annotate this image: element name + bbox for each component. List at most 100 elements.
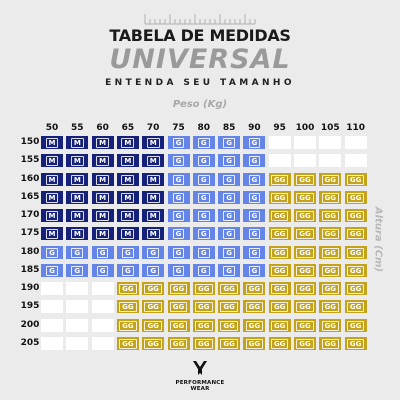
empty-cell	[344, 154, 367, 168]
size-cell: G	[192, 154, 215, 168]
size-cell: M	[116, 190, 139, 204]
height-header: 180	[20, 246, 40, 257]
size-label: G	[172, 174, 185, 185]
size-cell: M	[91, 154, 114, 168]
size-label: G	[248, 156, 261, 167]
size-label: G	[223, 138, 235, 148]
size-cell: GG	[319, 336, 342, 350]
size-label: GG	[220, 338, 238, 349]
size-label: GG	[144, 302, 162, 313]
size-label: M	[70, 138, 84, 148]
size-label: G	[197, 211, 210, 221]
size-label: GG	[270, 229, 289, 240]
size-label: GG	[321, 302, 340, 313]
size-cell: GG	[116, 300, 139, 314]
size-label: M	[45, 192, 59, 203]
size-cell: GG	[167, 318, 190, 332]
size-cell: G	[243, 190, 266, 204]
title-line-1: TABELA DE MEDIDAS	[109, 26, 291, 45]
size-label: GG	[245, 302, 264, 313]
size-label: G	[223, 211, 235, 221]
size-label: G	[46, 265, 58, 276]
size-label: M	[96, 229, 110, 240]
empty-cell	[66, 336, 89, 350]
size-label: G	[197, 265, 210, 276]
size-label: M	[45, 211, 59, 221]
weight-axis-label: Peso (Kg)	[172, 99, 228, 110]
empty-cell	[91, 336, 114, 350]
size-cell: G	[167, 209, 190, 222]
size-cell: GG	[294, 336, 316, 350]
size-label: GG	[144, 284, 162, 294]
size-cell: G	[142, 245, 165, 259]
empty-cell	[319, 154, 342, 168]
size-cell: G	[243, 172, 266, 186]
size-label: GG	[270, 320, 289, 331]
size-cell: G	[91, 245, 114, 259]
size-cell: G	[192, 190, 215, 204]
size-label: G	[172, 265, 185, 276]
size-cell: G	[218, 263, 241, 277]
size-cell: G	[243, 227, 266, 241]
height-header: 155	[20, 155, 40, 166]
size-label: G	[147, 265, 160, 276]
size-label: GG	[321, 229, 340, 240]
size-cell: GG	[294, 209, 316, 222]
size-cell: GG	[142, 282, 165, 295]
empty-cell	[91, 300, 114, 314]
size-label: GG	[119, 284, 137, 294]
size-cell: G	[116, 263, 139, 277]
empty-cell	[41, 300, 63, 314]
brand-name-line-2: WEAR	[190, 386, 210, 392]
size-label: G	[223, 192, 235, 203]
size-label: G	[248, 192, 261, 203]
size-cell: GG	[344, 282, 367, 295]
size-label: GG	[296, 284, 314, 294]
pw-logo-icon	[193, 361, 207, 375]
size-cell: G	[192, 136, 215, 149]
size-label: M	[70, 156, 84, 167]
size-label: G	[197, 247, 210, 258]
size-label: GG	[195, 284, 213, 294]
size-cell: M	[91, 172, 114, 186]
size-label: GG	[169, 338, 188, 349]
size-cell: G	[167, 245, 190, 259]
size-label: M	[96, 156, 110, 167]
size-label: M	[121, 156, 135, 167]
size-cell: GG	[218, 318, 241, 332]
size-label: GG	[144, 338, 162, 349]
size-cell: GG	[192, 282, 215, 295]
size-cell: G	[66, 245, 89, 259]
size-label: GG	[270, 265, 289, 276]
size-cell: G	[192, 227, 215, 241]
size-label: G	[248, 138, 261, 148]
size-cell: G	[167, 227, 190, 241]
size-label: GG	[220, 302, 238, 313]
size-label: M	[96, 138, 110, 148]
size-label: GG	[321, 192, 340, 203]
size-label: GG	[346, 265, 365, 276]
size-label: G	[172, 247, 185, 258]
size-cell: M	[41, 227, 63, 241]
size-cell: M	[142, 209, 165, 222]
size-cell: GG	[294, 300, 316, 314]
size-cell: M	[41, 209, 63, 222]
size-label: GG	[270, 302, 289, 313]
brand-name-line-1: PERFORMANCE	[175, 380, 225, 386]
size-cell: M	[91, 227, 114, 241]
size-label: GG	[346, 192, 365, 203]
height-header: 205	[20, 337, 40, 348]
size-label: G	[122, 265, 134, 276]
size-cell: G	[116, 245, 139, 259]
size-label: G	[147, 247, 160, 258]
size-cell: GG	[268, 227, 291, 241]
size-label: GG	[321, 284, 340, 294]
size-label: M	[121, 211, 135, 221]
size-cell: M	[116, 136, 139, 149]
height-header: 175	[20, 228, 40, 239]
size-label: G	[223, 265, 235, 276]
size-cell: GG	[344, 209, 367, 222]
size-label: GG	[144, 320, 162, 331]
ruler-icon	[144, 14, 256, 25]
weight-header: 70	[146, 123, 160, 133]
